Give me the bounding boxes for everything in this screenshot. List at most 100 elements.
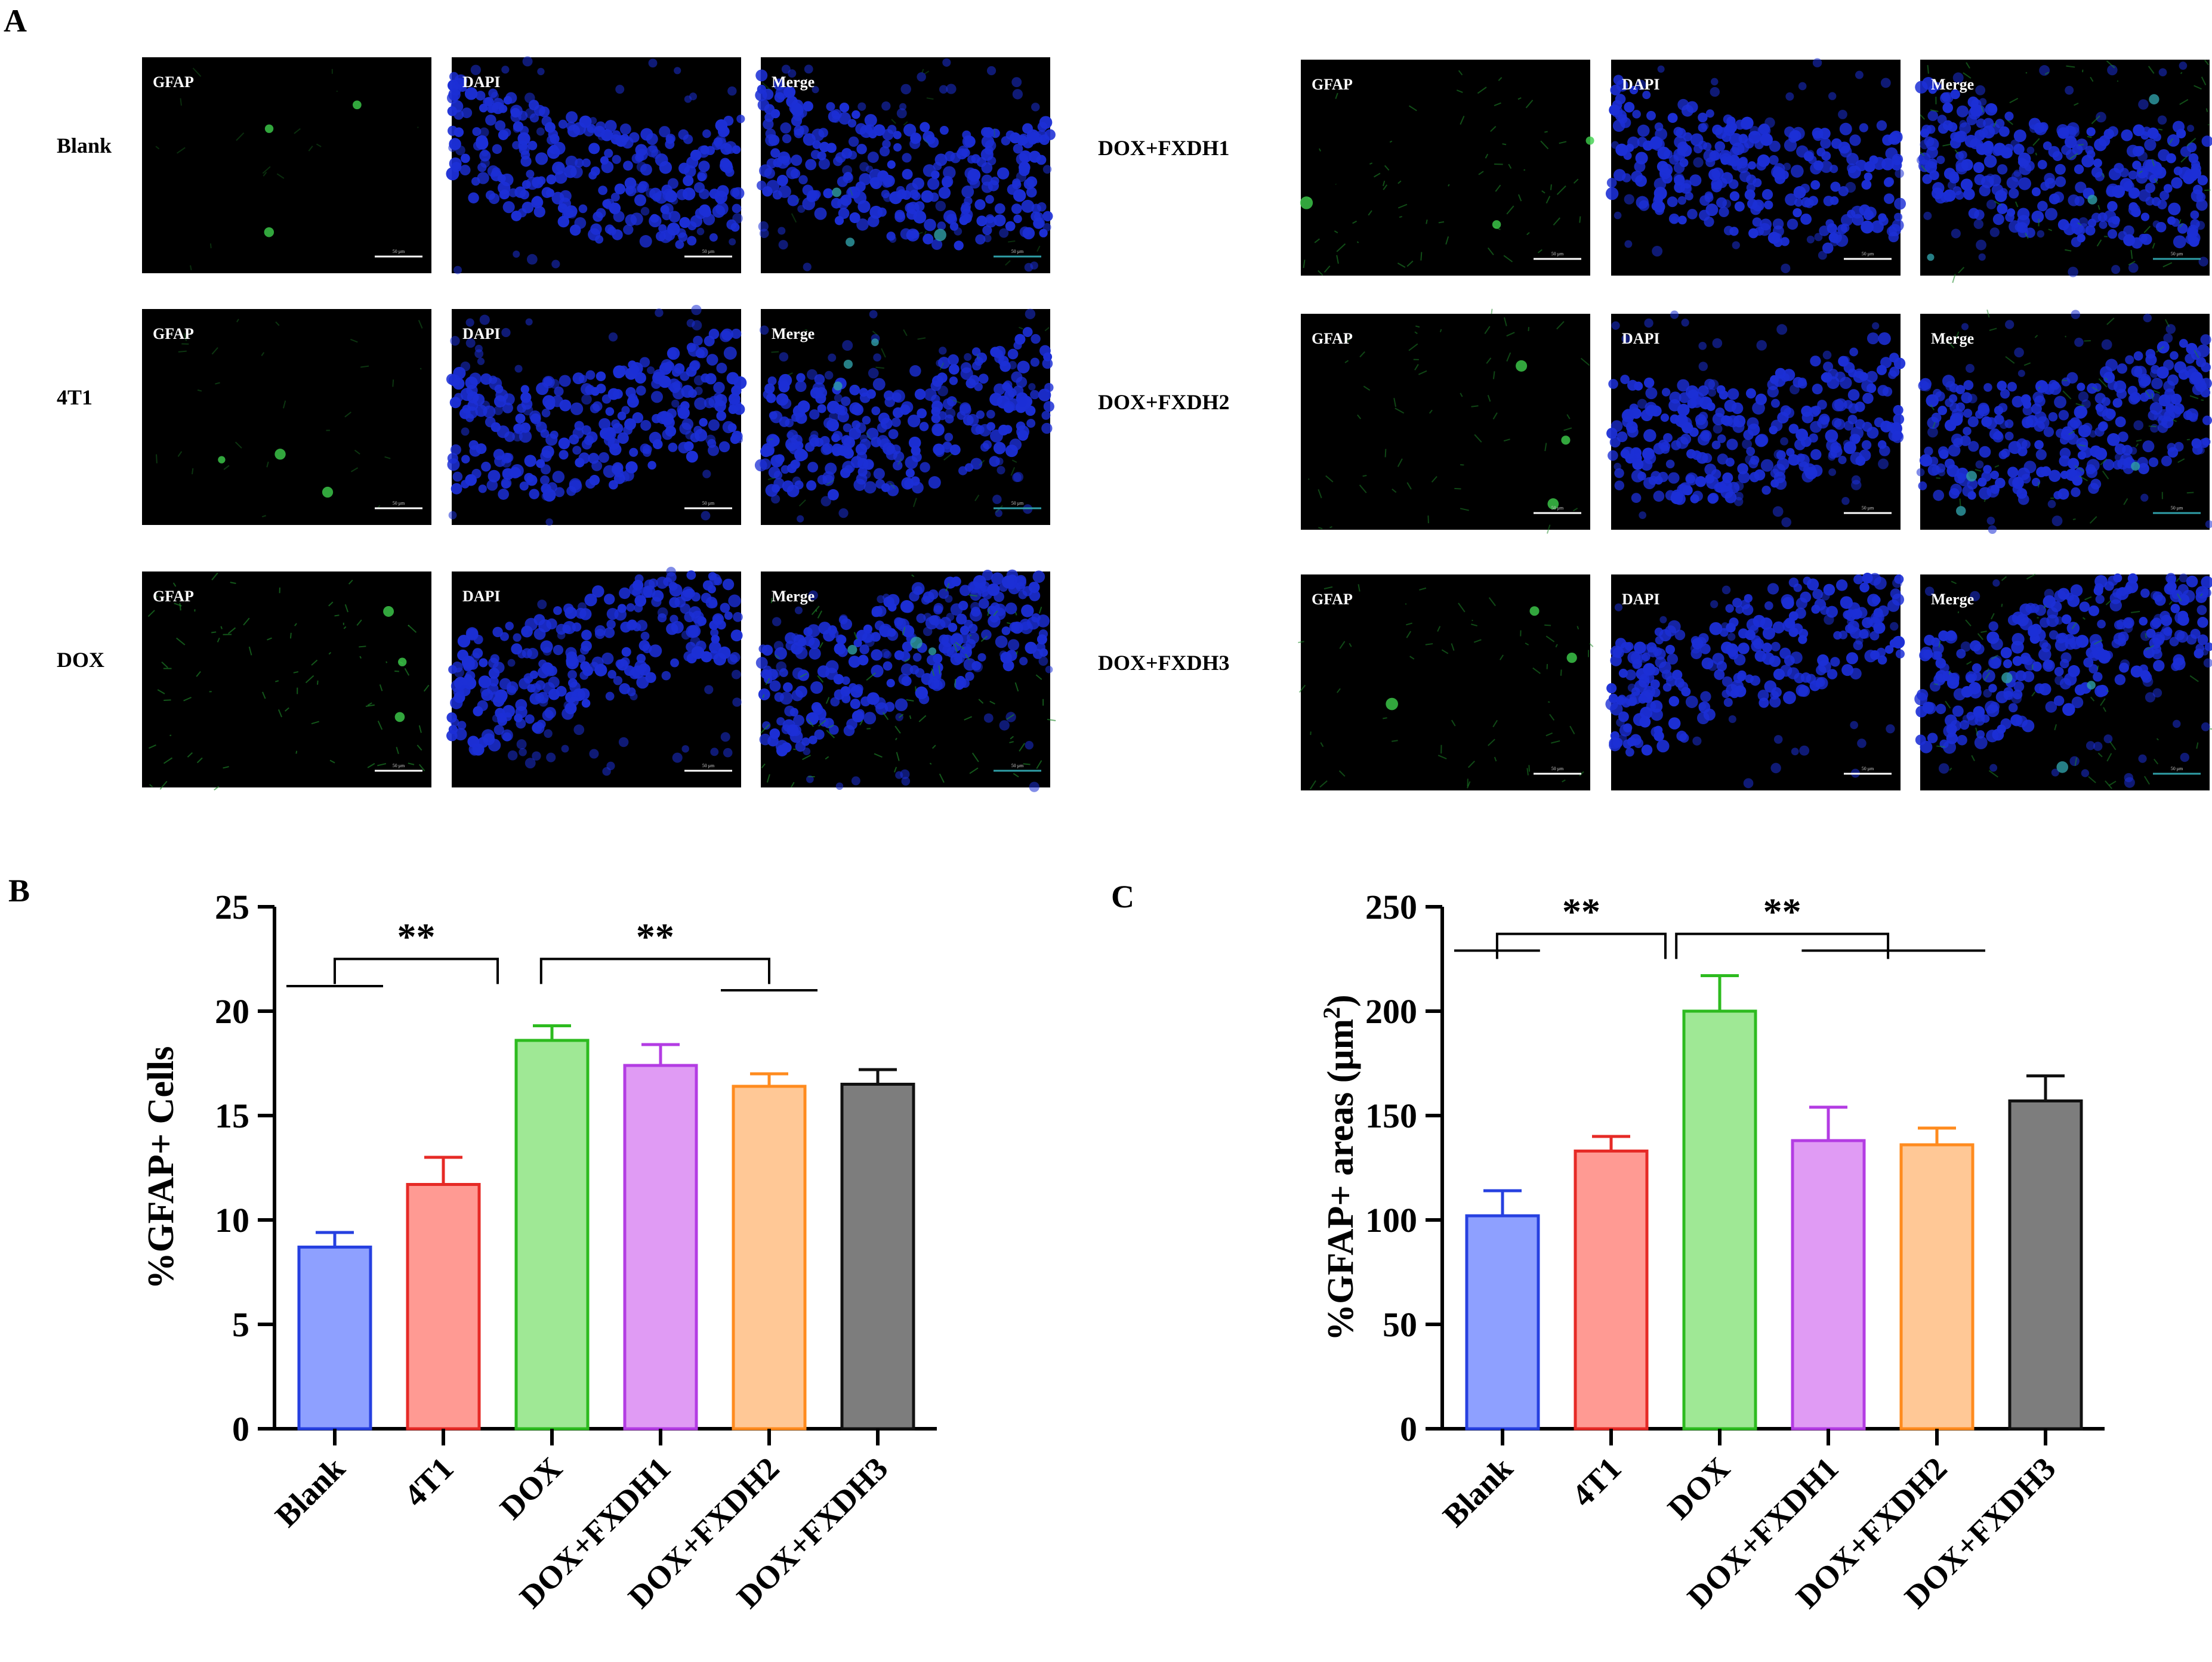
- chart-c-bar-blank: [1465, 1214, 1540, 1431]
- micrograph-grid: Blank GFAP 50 μm DAPI 50 μm Merge 50 μm 4T1 GFAP…: [57, 56, 2212, 792]
- chart-c-sig-bracket-1: [1675, 932, 1890, 959]
- scale-bar-label-4t1-gfap: 50 μm: [393, 501, 405, 506]
- row-label-4t1: 4T1: [57, 385, 92, 409]
- gfap-signal-blank-merge: [761, 69, 1041, 266]
- chart-c-y-tick-label-200: 200: [1365, 992, 1417, 1031]
- gfap-signal-dox-fxdh3-gfap: [1298, 584, 1594, 790]
- chart-b-bar-dox-fxdh1: [623, 1064, 698, 1431]
- gfap-signal-dox-fxdh2-merge: [1930, 309, 2204, 524]
- channel-label-dox-fxdh3-merge: Merge: [1931, 591, 1974, 608]
- row-label-dox-fxdh1: DOX+FXDH1: [1098, 136, 1230, 160]
- micrograph-dox-fxdh1-gfap: [1301, 60, 1590, 276]
- scale-bar-label-dox-fxdh2-merge: 50 μm: [2171, 505, 2183, 511]
- scale-bar-label-blank-merge: 50 μm: [1011, 249, 1024, 254]
- chart-b-bar-blank: [297, 1246, 372, 1431]
- chart-b-bar-dox-fxdh3: [840, 1083, 915, 1431]
- nuclei-dox-fxdh3-dapi: [1605, 573, 1905, 789]
- micrograph-dox-gfap: [142, 571, 431, 787]
- chart-c-bar-dox-fxdh1: [1791, 1139, 1866, 1431]
- channel-label-dox-fxdh2-gfap: GFAP: [1312, 330, 1353, 347]
- chart-c-x-tick-label-dox: DOX: [1661, 1450, 1736, 1526]
- chart-b-y-tick-label-5: 5: [232, 1305, 249, 1344]
- chart-b-bar-4t1: [406, 1183, 481, 1431]
- chart-b-y-tick-label-10: 10: [215, 1201, 249, 1240]
- chart-c-sig-label-0: **: [1562, 891, 1600, 933]
- row-label-dox: DOX: [57, 648, 104, 672]
- channel-label-dox-fxdh2-merge: Merge: [1931, 330, 1974, 347]
- nuclei-blank-dapi: [446, 56, 745, 274]
- scale-bar-label-blank-gfap: 50 μm: [393, 249, 405, 254]
- channel-label-blank-dapi: DAPI: [462, 73, 501, 91]
- gfap-signal-dox-gfap: [147, 572, 430, 791]
- row-label-dox-fxdh3: DOX+FXDH3: [1098, 651, 1230, 675]
- chart-c-x-tick-label-blank: Blank: [1436, 1450, 1519, 1534]
- chart-c-y-tick-label-100: 100: [1365, 1201, 1417, 1240]
- nuclei-4t1-merge: [754, 308, 1054, 523]
- scale-bar-label-dox-fxdh1-dapi: 50 μm: [1862, 251, 1874, 257]
- nuclei-4t1-dapi: [446, 304, 747, 526]
- gfap-signal-dox-fxdh1-gfap: [1300, 70, 1594, 276]
- chart-b-bar-dox: [514, 1039, 590, 1431]
- chart-c-bar-4t1: [1574, 1150, 1649, 1431]
- scale-bar-label-dox-fxdh1-gfap: 50 μm: [1551, 251, 1564, 257]
- chart-b-y-tick-label-0: 0: [232, 1410, 249, 1448]
- channel-label-dox-merge: Merge: [772, 588, 815, 605]
- row-label-blank: Blank: [57, 134, 112, 157]
- scale-bar-label-dox-dapi: 50 μm: [702, 763, 715, 768]
- nuclei-dox-fxdh2-merge: [1916, 310, 2212, 534]
- channel-label-4t1-gfap: GFAP: [153, 325, 194, 342]
- micrograph-dox-fxdh2-gfap: [1301, 314, 1590, 530]
- scale-bar-label-dox-merge: 50 μm: [1011, 763, 1024, 768]
- chart-c-sig-bracket-0: [1495, 932, 1667, 959]
- gfap-signal-dox-fxdh1-merge: [1920, 60, 2211, 283]
- chart-c-y-tick-label-50: 50: [1383, 1305, 1417, 1344]
- scale-bar-label-4t1-dapi: 50 μm: [702, 501, 715, 506]
- nuclei-dox-fxdh2-dapi: [1606, 310, 1906, 527]
- channel-label-4t1-dapi: DAPI: [462, 325, 501, 342]
- channel-label-4t1-merge: Merge: [772, 325, 815, 342]
- row-label-dox-fxdh2: DOX+FXDH2: [1098, 390, 1230, 414]
- scale-bar-label-dox-fxdh2-dapi: 50 μm: [1862, 505, 1874, 511]
- channel-label-dox-fxdh3-gfap: GFAP: [1312, 591, 1353, 608]
- chart-b-sig-bracket-1: [539, 957, 770, 984]
- channel-label-dox-fxdh1-merge: Merge: [1931, 76, 1974, 93]
- scale-bar-label-dox-fxdh3-merge: 50 μm: [2171, 766, 2183, 771]
- chart-c-y-tick-label-150: 150: [1365, 1096, 1417, 1135]
- scale-bar-label-dox-fxdh2-gfap: 50 μm: [1551, 505, 1564, 511]
- gfap-signal-blank-gfap: [155, 67, 419, 270]
- chart-c-x-tick-label-4t1: 4T1: [1565, 1450, 1628, 1513]
- scale-bar-label-dox-fxdh3-gfap: 50 μm: [1551, 766, 1564, 771]
- scale-bar-label-blank-dapi: 50 μm: [702, 249, 715, 254]
- gfap-signal-4t1-merge: [767, 326, 1050, 513]
- panel-label-a: A: [4, 3, 27, 39]
- nuclei-dox-fxdh3-merge: [1914, 573, 2212, 788]
- channel-label-blank-merge: Merge: [772, 73, 815, 91]
- chart-b-y-tick-label-25: 25: [215, 888, 249, 926]
- channel-label-dox-dapi: DAPI: [462, 588, 501, 605]
- chart-c-bar-dox-fxdh3: [2008, 1099, 2083, 1431]
- nuclei-blank-merge: [755, 58, 1056, 272]
- nuclei-dox-dapi: [446, 567, 743, 776]
- chart-c-bar-dox: [1682, 1009, 1757, 1431]
- chart-c-y-axis-label: %GFAP+ areas (μm2): [1318, 994, 1362, 1341]
- chart-b-y-tick-label-15: 15: [215, 1096, 249, 1135]
- micrograph-4t1-gfap: [142, 309, 431, 525]
- channel-label-dox-fxdh3-dapi: DAPI: [1622, 591, 1660, 608]
- gfap-signal-dox-merge: [760, 574, 1056, 788]
- chart-b-x-tick-label-dox: DOX: [493, 1450, 569, 1526]
- nuclei-dox-fxdh1-dapi: [1605, 58, 1906, 273]
- chart-gfap-areas: 0 50 100 150 200 250 %GFAP+ areas (μm2) Blank 4T…: [1318, 888, 2105, 1615]
- micrograph-blank-gfap: [142, 57, 431, 273]
- chart-b-bar-dox-fxdh2: [732, 1085, 807, 1431]
- chart-c-bar-dox-fxdh2: [1899, 1143, 1975, 1431]
- chart-b-sig-label-0: **: [397, 916, 436, 958]
- channel-label-dox-fxdh1-gfap: GFAP: [1312, 76, 1353, 93]
- chart-b-sig-bracket-0: [334, 957, 499, 984]
- scale-bar-label-dox-fxdh3-dapi: 50 μm: [1862, 766, 1874, 771]
- chart-b-x-tick-label-4t1: 4T1: [397, 1450, 460, 1513]
- panel-label-c: C: [1111, 879, 1134, 915]
- chart-b-sig-label-1: **: [636, 916, 674, 958]
- channel-label-blank-gfap: GFAP: [153, 73, 194, 91]
- chart-c-y-tick-label-0: 0: [1400, 1410, 1417, 1448]
